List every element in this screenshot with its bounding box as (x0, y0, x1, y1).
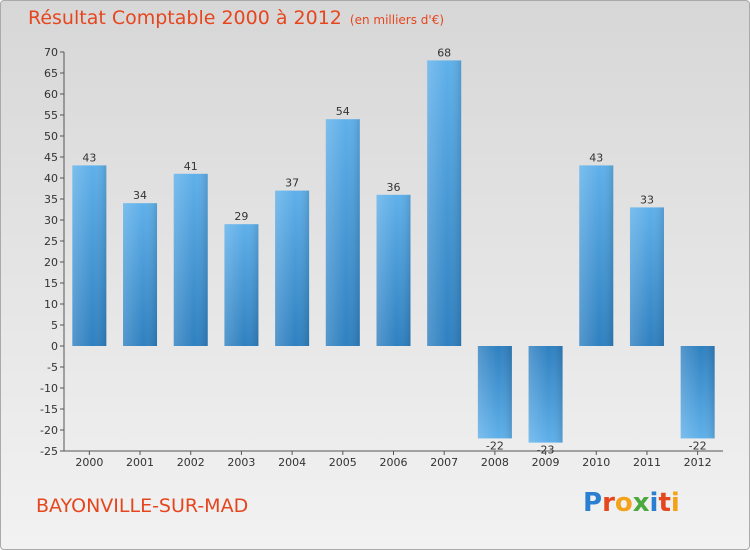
x-tick-label: 2003 (227, 456, 255, 469)
y-tick-label: -20 (40, 424, 58, 437)
y-tick-label: 15 (44, 277, 58, 290)
chart-subtitle: (en milliers d'€) (349, 13, 445, 27)
y-tick-label: 5 (51, 319, 58, 332)
x-tick-label: 2004 (278, 456, 306, 469)
bar-value-label: 43 (82, 151, 96, 164)
y-tick-label: 35 (44, 193, 58, 206)
bar-value-label: 68 (437, 46, 451, 59)
bar-value-label: -23 (537, 444, 555, 457)
bar-shade (680, 346, 715, 439)
bar-shade (579, 165, 614, 346)
logo-letter: o (614, 488, 633, 518)
x-tick-label: 2006 (380, 456, 408, 469)
y-tick-label: 65 (44, 67, 58, 80)
y-tick-label: 70 (44, 46, 58, 59)
y-tick-label: 45 (44, 151, 58, 164)
bar-shade (629, 207, 664, 346)
y-tick-label: 25 (44, 235, 58, 248)
bar-value-label: 37 (285, 177, 299, 190)
x-tick-label: 2012 (684, 456, 712, 469)
bar-shade (173, 173, 208, 346)
bar-shade (528, 346, 563, 443)
y-tick-label: -5 (47, 361, 58, 374)
bar-shade (325, 119, 360, 346)
logo-letter: P (583, 488, 603, 518)
x-tick-label: 2008 (481, 456, 509, 469)
bar-shade (477, 346, 512, 439)
x-tick-label: 2009 (532, 456, 560, 469)
logo-letter: t (658, 488, 671, 518)
bar-value-label: 54 (336, 105, 350, 118)
bar-shade (123, 203, 158, 346)
proxiti-logo: Proxiti (583, 488, 680, 518)
bar-shade (72, 165, 107, 346)
bar-shade (427, 60, 462, 347)
bar-value-label: -22 (689, 439, 707, 452)
bar-value-label: 29 (234, 210, 248, 223)
bar-value-label: -22 (486, 439, 504, 452)
y-tick-label: -10 (40, 382, 58, 395)
logo-letter: i (670, 488, 680, 518)
x-tick-label: 2005 (329, 456, 357, 469)
x-tick-label: 2007 (430, 456, 458, 469)
bar-value-label: 41 (184, 160, 198, 173)
y-tick-label: -25 (40, 445, 58, 458)
logo-letter: i (649, 488, 659, 518)
y-tick-label: 50 (44, 130, 58, 143)
bar-value-label: 36 (387, 181, 401, 194)
x-tick-label: 2002 (177, 456, 205, 469)
x-tick-label: 2010 (582, 456, 610, 469)
bar-chart: -25 -20 -15 -10 -5 0 5 10 15 20 25 30 35 40 45 50 55 60 65… (40, 46, 723, 469)
x-tick-label: 2011 (633, 456, 661, 469)
y-tick-label: 60 (44, 88, 58, 101)
y-tick-label: 20 (44, 256, 58, 269)
y-tick-label: 30 (44, 214, 58, 227)
bar-value-label: 43 (589, 151, 603, 164)
bar-value-label: 34 (133, 189, 147, 202)
y-tick-label: 10 (44, 298, 58, 311)
bar-shade (376, 194, 411, 346)
x-tick-label: 2000 (75, 456, 103, 469)
bar-value-label: 33 (640, 193, 654, 206)
logo-letter: x (632, 488, 650, 518)
logo-letter: r (602, 488, 615, 518)
y-tick-label: 55 (44, 109, 58, 122)
commune-name: BAYONVILLE-SUR-MAD (36, 495, 249, 517)
bar-shade (224, 224, 259, 346)
bar-shade (275, 190, 310, 346)
chart-title: Résultat Comptable 2000 à 2012 (en millie… (28, 7, 445, 29)
y-tick-label: -15 (40, 403, 58, 416)
x-tick-label: 2001 (126, 456, 154, 469)
y-tick-label: 40 (44, 172, 58, 185)
y-tick-label: 0 (51, 340, 58, 353)
